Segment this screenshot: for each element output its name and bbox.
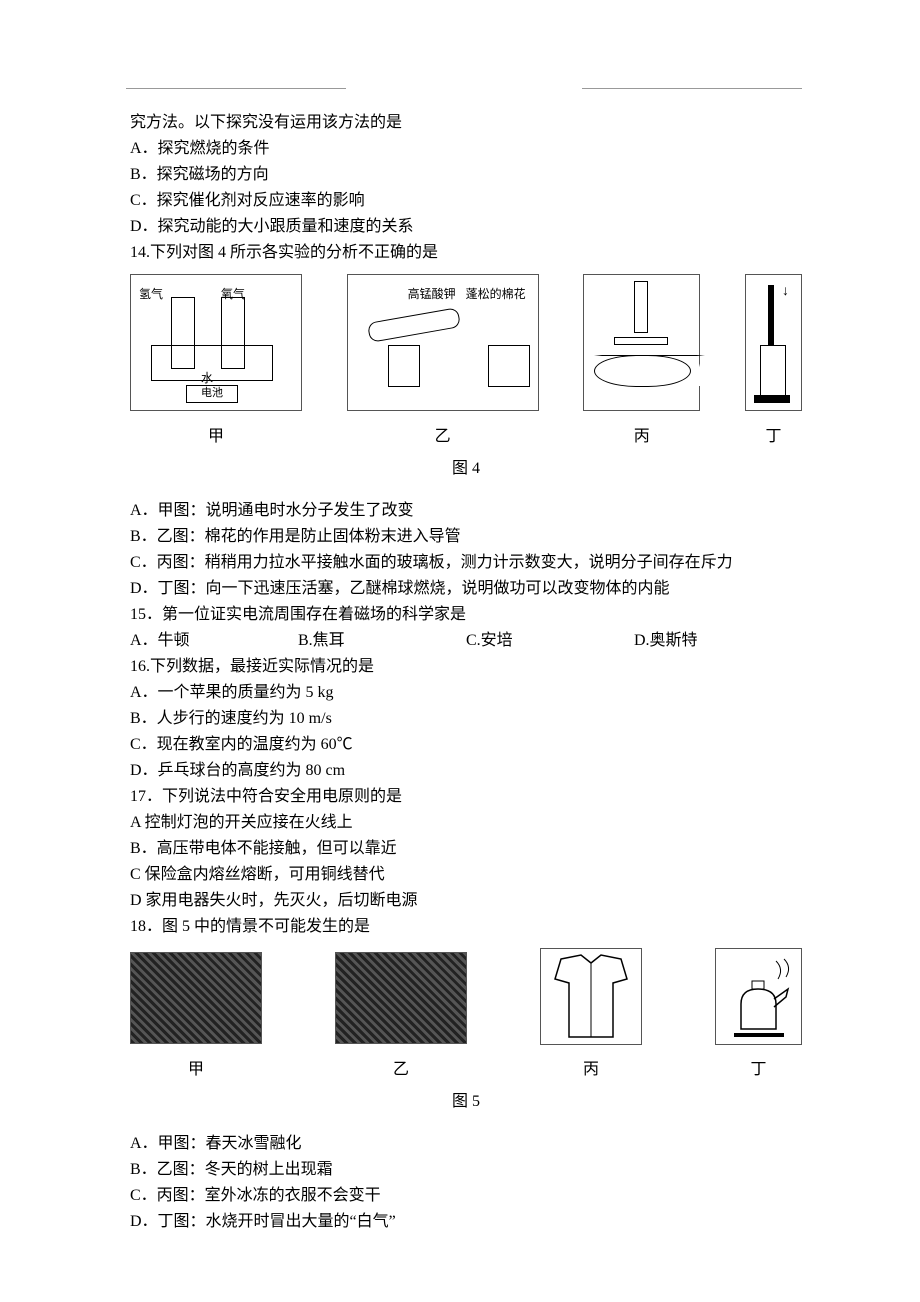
q17-option-d: D 家用电器失火时，先灭火，后切断电源 — [130, 888, 802, 914]
q14-panel-bing-sub: 丙 — [583, 424, 700, 450]
q18-panel-yi-sub: 乙 — [335, 1057, 467, 1083]
q14-panel-bing-img — [583, 274, 700, 411]
q14-ding-cylinder — [760, 345, 786, 397]
header-rule-left — [126, 88, 346, 89]
q14-bing-water — [594, 355, 691, 387]
q17-option-c: C 保险盒内熔丝熔断，可用铜线替代 — [130, 862, 802, 888]
q18-panel-bing: 丙 — [540, 948, 642, 1083]
q18-panel-ding-img — [715, 948, 802, 1045]
q14-bing-spring-scale — [634, 281, 648, 333]
q14-option-c: C．丙图：稍稍用力拉水平接触水面的玻璃板，测力计示数变大，说明分子间存在斥力 — [130, 550, 802, 576]
q18-panel-jia-sub: 甲 — [130, 1057, 262, 1083]
q13-option-b: B．探究磁场的方向 — [130, 162, 802, 188]
q14-figure-caption: 图 4 — [130, 456, 802, 482]
q14-yi-test-tube — [367, 307, 461, 343]
q17-option-b: B．高压带电体不能接触，但可以靠近 — [130, 836, 802, 862]
q15-options-row: A．牛顿 B.焦耳 C.安培 D.奥斯特 — [130, 628, 802, 654]
q18-panel-bing-sub: 丙 — [540, 1057, 642, 1083]
q18-panel-bing-img — [540, 948, 642, 1045]
q14-panel-yi: 高锰酸钾 蓬松的棉花 乙 — [347, 274, 539, 450]
exam-page: 究方法。以下探究没有运用该方法的是 A．探究燃烧的条件 B．探究磁场的方向 C．… — [0, 0, 920, 1302]
q14-bing-glass-plate — [614, 337, 668, 345]
q18-option-c: C．丙图：室外冰冻的衣服不会变干 — [130, 1183, 802, 1209]
q14-panel-ding: ↓ 丁 — [745, 274, 802, 450]
q14-option-b: B．乙图：棉花的作用是防止固体粉末进入导管 — [130, 524, 802, 550]
q18-option-b: B．乙图：冬天的树上出现霜 — [130, 1157, 802, 1183]
q14-ding-arrow-icon: ↓ — [782, 279, 789, 305]
q13-stem-tail: 究方法。以下探究没有运用该方法的是 — [130, 110, 802, 136]
q14-panel-yi-sub: 乙 — [347, 424, 539, 450]
q18-ding-kettle-icon — [716, 949, 801, 1044]
q18-figure-row: 甲 乙 丙 — [130, 948, 802, 1083]
q18-panel-jia-img — [130, 952, 262, 1044]
q14-panel-ding-sub: 丁 — [745, 424, 802, 450]
q14-option-d: D．丁图：向一下迅速压活塞，乙醚棉球燃烧，说明做功可以改变物体的内能 — [130, 576, 802, 602]
q14-ding-piston-rod — [768, 285, 774, 345]
q15-option-d: D.奥斯特 — [634, 628, 802, 654]
q16-option-b: B．人步行的速度约为 10 m/s — [130, 706, 802, 732]
q14-panel-yi-img: 高锰酸钾 蓬松的棉花 — [347, 274, 539, 411]
q16-stem: 16.下列数据，最接近实际情况的是 — [130, 654, 802, 680]
q15-stem: 15．第一位证实电流周围存在着磁场的科学家是 — [130, 602, 802, 628]
q14-figure-row: 氢气 氧气 水 电池 甲 高锰酸钾 蓬松的棉花 乙 — [130, 274, 802, 450]
q18-option-a: A．甲图：春天冰雪融化 — [130, 1131, 802, 1157]
q18-panel-yi-img — [335, 952, 467, 1044]
q15-option-b: B.焦耳 — [298, 628, 466, 654]
q14-stem: 14.下列对图 4 所示各实验的分析不正确的是 — [130, 240, 802, 266]
q13-option-a: A．探究燃烧的条件 — [130, 136, 802, 162]
q15-option-c: C.安培 — [466, 628, 634, 654]
q16-option-a: A．一个苹果的质量约为 5 kg — [130, 680, 802, 706]
q14-panel-jia-sub: 甲 — [130, 424, 302, 450]
q15-option-a: A．牛顿 — [130, 628, 298, 654]
q14-panel-jia-img: 氢气 氧气 水 电池 — [130, 274, 302, 411]
q18-panel-ding: 丁 — [715, 948, 802, 1083]
q14-option-a: A．甲图：说明通电时水分子发生了改变 — [130, 498, 802, 524]
q14-yi-burner — [388, 345, 420, 387]
q18-figure-caption: 图 5 — [130, 1089, 802, 1115]
q18-bing-shirt-icon — [541, 949, 641, 1044]
q17-option-a: A 控制灯泡的开关应接在火线上 — [130, 810, 802, 836]
q13-option-d: D．探究动能的大小跟质量和速度的关系 — [130, 214, 802, 240]
q18-option-d: D．丁图：水烧开时冒出大量的“白气” — [130, 1209, 802, 1235]
header-rule-right — [582, 88, 802, 89]
q17-stem: 17．下列说法中符合安全用电原则的是 — [130, 784, 802, 810]
q14-panel-ding-img: ↓ — [745, 274, 802, 411]
q14-ding-base — [754, 395, 790, 403]
q14-yi-label-kmno4: 高锰酸钾 — [408, 281, 456, 307]
q16-option-d: D．乒乓球台的高度约为 80 cm — [130, 758, 802, 784]
q14-jia-label-h2: 氢气 — [139, 281, 163, 307]
q13-option-c: C．探究催化剂对反应速率的影响 — [130, 188, 802, 214]
q18-panel-ding-sub: 丁 — [715, 1057, 802, 1083]
q14-yi-label-cotton: 蓬松的棉花 — [466, 281, 526, 307]
q18-panel-yi: 乙 — [335, 952, 467, 1083]
q14-panel-bing: 丙 — [583, 274, 700, 450]
q14-jia-label-battery: 电池 — [186, 385, 238, 403]
q14-panel-jia: 氢气 氧气 水 电池 甲 — [130, 274, 302, 450]
q18-stem: 18．图 5 中的情景不可能发生的是 — [130, 914, 802, 940]
q18-panel-jia: 甲 — [130, 952, 262, 1083]
q16-option-c: C．现在教室内的温度约为 60℃ — [130, 732, 802, 758]
q14-yi-trough — [488, 345, 530, 387]
